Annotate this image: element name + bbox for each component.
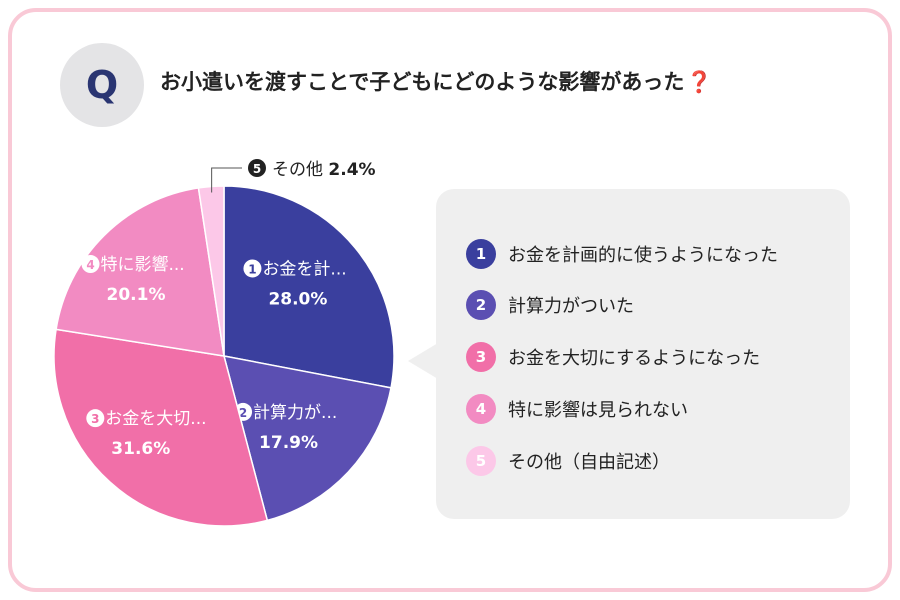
pie-slice-2 <box>222 355 392 522</box>
question-badge: Q <box>60 43 144 127</box>
legend-pointer <box>408 343 438 379</box>
slice-number-badge <box>248 159 266 177</box>
callout-line <box>211 167 242 193</box>
slice-label-text: お金を大切... <box>105 409 206 429</box>
slice-label-1: 1 お金を計... 28.0% <box>243 259 347 309</box>
slice-label-2: 2 計算力が... 17.9% <box>234 402 337 453</box>
slice-label-4: 4 特に影響... 20.1% <box>81 255 185 305</box>
slice-label-3: 3 お金を大切... 31.6% <box>86 409 207 459</box>
slice-label-text: 計算力が... <box>253 403 337 423</box>
legend-number-badge: 5 <box>466 446 496 476</box>
slice-number: 1 <box>248 262 256 276</box>
slice-number: 5 <box>253 162 261 176</box>
legend-item-5: 5 その他（自由記述） <box>466 444 670 478</box>
slice-number-badge <box>81 255 100 274</box>
slice-label-5: 5 その他 2.4% <box>248 159 376 180</box>
legend-box <box>436 189 850 519</box>
slice-value-label: 2.4% <box>328 160 375 180</box>
pie-slice-4 <box>55 187 225 357</box>
pie-slice-3 <box>53 328 269 527</box>
slice-number: 4 <box>86 258 94 272</box>
legend-number-badge: 4 <box>466 394 496 424</box>
legend-number-badge: 1 <box>466 239 496 269</box>
slice-value-label: 31.6% <box>111 439 170 459</box>
question-title: お小遣いを渡すことで子どもにどのような影響があった❓ <box>160 66 713 96</box>
question-mark-icon: ❓ <box>686 70 713 94</box>
legend-item-4: 4 特に影響は見られない <box>466 392 688 426</box>
slice-number: 2 <box>239 406 247 420</box>
slice-number-badge <box>243 259 262 278</box>
slice-label-text: お金を計... <box>262 259 346 279</box>
slice-number-badge <box>86 409 105 428</box>
legend-label: 特に影響は見られない <box>508 400 688 421</box>
legend-item-1: 1 お金を計画的に使うようになった <box>466 237 778 271</box>
legend-item-2: 2 計算力がついた <box>466 288 634 322</box>
legend-number-badge: 3 <box>466 342 496 372</box>
legend-number-badge: 2 <box>466 290 496 320</box>
slice-label-text: その他 2.4% <box>272 160 376 180</box>
legend-label: 計算力がついた <box>508 296 634 317</box>
pie-slice-1 <box>223 185 395 389</box>
slice-value-label: 20.1% <box>107 285 166 305</box>
question-text: お小遣いを渡すことで子どもにどのような影響があった <box>160 70 685 94</box>
legend-item-3: 3 お金を大切にするようになった <box>466 340 760 374</box>
legend-label: その他（自由記述） <box>508 452 670 473</box>
slice-number: 3 <box>91 412 99 426</box>
slice-label-text: 特に影響... <box>101 255 185 275</box>
legend-label: お金を計画的に使うようになった <box>508 245 778 266</box>
slice-value-label: 17.9% <box>259 433 318 453</box>
slice-value-label: 28.0% <box>268 289 327 309</box>
legend-label: お金を大切にするようになった <box>508 348 761 369</box>
